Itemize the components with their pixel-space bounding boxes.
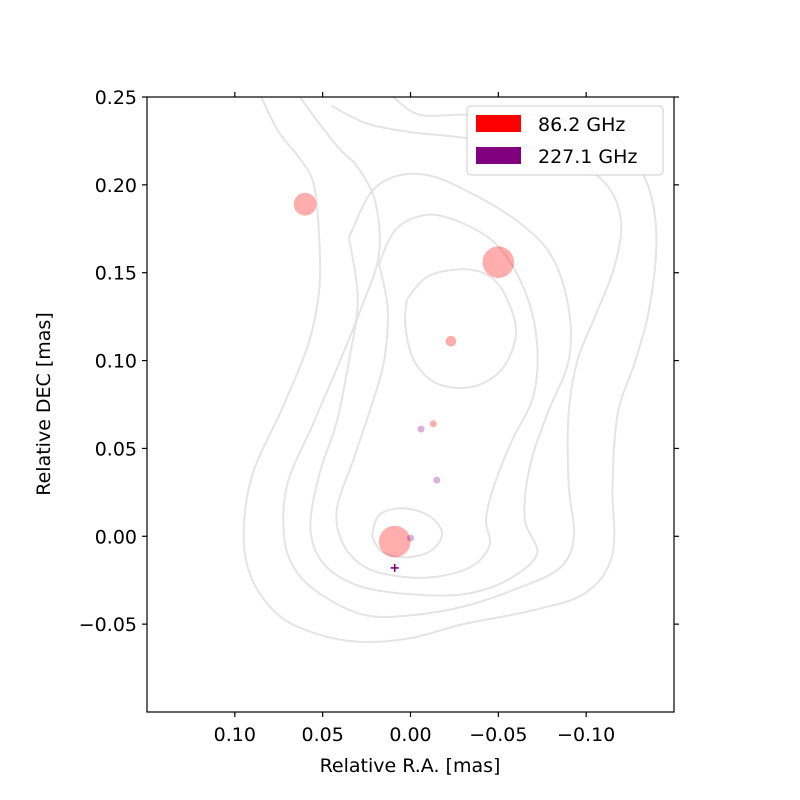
contour-line xyxy=(370,507,444,559)
y-axis-label: Relative DEC [mas] xyxy=(33,312,55,495)
contour-line xyxy=(309,172,572,597)
axis-layer: 0.10 0.05 0.00 −0.05 −0.10 0.25 0.20 0.15 0.10 0.… xyxy=(79,87,679,746)
data-point-86-ghz xyxy=(445,335,457,347)
legend-label-227-ghz: 227.1 GHz xyxy=(538,146,637,168)
y-tick-label: 0.15 xyxy=(95,263,137,285)
y-tick-label: −0.05 xyxy=(79,614,137,636)
x-tick-label: −0.05 xyxy=(469,724,527,746)
data-point-227-ghz xyxy=(433,476,441,484)
reference-cross-marker xyxy=(390,563,399,572)
y-tick-label: 0.20 xyxy=(95,175,137,197)
contour-line xyxy=(335,213,539,579)
legend-swatch-86-ghz xyxy=(476,115,521,132)
x-tick-label: 0.05 xyxy=(302,724,344,746)
legend-swatch-227-ghz xyxy=(476,147,521,164)
data-point-227-ghz xyxy=(407,534,414,542)
x-tick-label: 0.00 xyxy=(389,724,431,746)
x-tick-label: −0.10 xyxy=(557,724,615,746)
data-point-86-ghz xyxy=(378,525,411,558)
y-tick-label: 0.10 xyxy=(95,351,137,373)
x-tick-label: 0.10 xyxy=(214,724,256,746)
y-tick-label: 0.05 xyxy=(95,438,137,460)
data-point-86-ghz xyxy=(482,246,515,278)
x-axis-label: Relative R.A. [mas] xyxy=(320,755,501,777)
data-point-227-ghz xyxy=(417,425,425,433)
data-point-86-ghz xyxy=(293,192,317,216)
legend-label-86-ghz: 86.2 GHz xyxy=(538,114,625,136)
marker-layer xyxy=(293,192,515,572)
y-tick-label: 0.00 xyxy=(95,526,137,548)
y-tick-label: 0.25 xyxy=(95,87,137,109)
data-point-86-ghz xyxy=(429,420,437,428)
contour-line xyxy=(403,268,517,390)
legend: 86.2 GHz 227.1 GHz xyxy=(466,105,664,176)
